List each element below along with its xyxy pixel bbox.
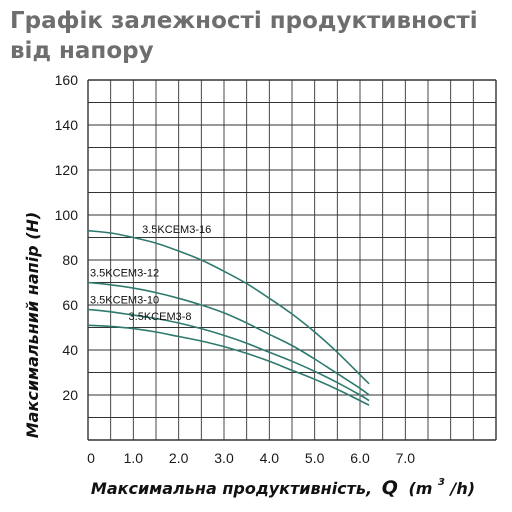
chart-curves bbox=[87, 229, 370, 406]
series-line bbox=[87, 281, 370, 396]
series-line bbox=[87, 308, 370, 402]
x-axis-title: Максимальна продуктивність, Q (m 3 /h) bbox=[91, 470, 475, 499]
y-tick-label: 160 bbox=[55, 72, 79, 88]
y-tick-label: 60 bbox=[62, 297, 78, 313]
y-tick-label: 120 bbox=[55, 162, 79, 178]
chart-grid bbox=[87, 79, 497, 441]
x-tick-label: 7.0 bbox=[396, 450, 416, 466]
chart-title: Графік залежності продуктивності від нап… bbox=[10, 8, 478, 64]
series-line bbox=[87, 324, 370, 406]
x-axis-title-text: Максимальна продуктивність, bbox=[91, 479, 372, 498]
x-tick-label: 4.0 bbox=[260, 450, 280, 466]
x-axis-title-unit-open: (m bbox=[408, 479, 432, 498]
x-tick-label: 0 bbox=[87, 450, 95, 466]
x-axis-title-unit-close: /h) bbox=[449, 479, 476, 498]
x-axis-title-q: Q bbox=[382, 477, 398, 499]
series-label: 3.5KCEM3-10 bbox=[90, 295, 159, 307]
x-tick-label: 2.0 bbox=[169, 450, 189, 466]
y-axis-ticks: 20 40 60 80 100 120 140 160 bbox=[55, 72, 79, 403]
series-label: 3.5KCEM3-16 bbox=[142, 224, 211, 236]
y-axis-title: Максимальний напір (Н) bbox=[23, 212, 42, 438]
y-tick-label: 40 bbox=[62, 342, 78, 358]
y-tick-label: 100 bbox=[55, 207, 79, 223]
chart-series-labels: 3.5KCEM3-16 3.5KCEM3-12 3.5KCEM3-10 3.5KCEM… bbox=[90, 224, 211, 323]
x-tick-label: 1.0 bbox=[124, 450, 144, 466]
y-tick-label: 140 bbox=[55, 117, 79, 133]
y-tick-label: 20 bbox=[62, 387, 78, 403]
series-label: 3.5KCEM3-12 bbox=[90, 268, 159, 280]
x-tick-label: 6.0 bbox=[350, 450, 370, 466]
x-tick-label: 5.0 bbox=[305, 450, 325, 466]
x-axis-ticks: 0 1.0 2.0 3.0 4.0 5.0 6.0 7.0 bbox=[87, 450, 415, 466]
series-line bbox=[87, 229, 370, 385]
x-tick-label: 3.0 bbox=[214, 450, 234, 466]
y-tick-label: 80 bbox=[62, 252, 78, 268]
series-label: 3.5KCEM3-8 bbox=[129, 311, 192, 323]
x-axis-title-unit-sup: 3 bbox=[438, 477, 445, 488]
